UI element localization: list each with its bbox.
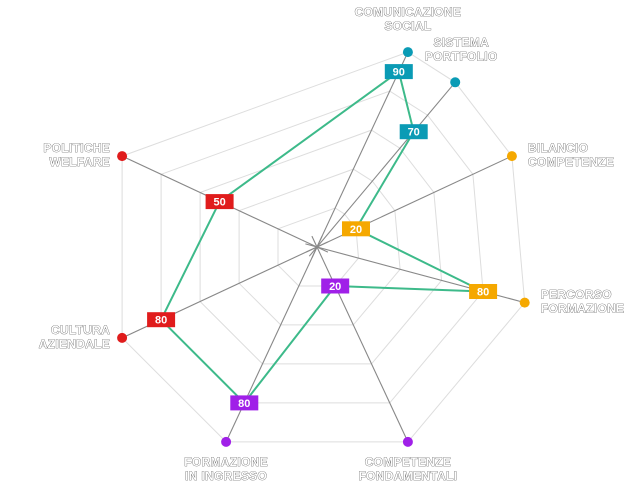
axis-endpoint-7 xyxy=(117,151,128,162)
value-badge-2: 20 xyxy=(342,221,370,237)
axis-endpoints xyxy=(117,47,530,447)
value-label: 80 xyxy=(477,287,489,299)
grid-ring-80 xyxy=(160,90,484,404)
spoke-2 xyxy=(305,155,513,253)
axis-label-line: FONDAMENTALI xyxy=(359,469,458,483)
spoke-0 xyxy=(311,51,409,259)
axis-endpoint-1 xyxy=(450,77,461,88)
axis-label-0: COMUNICAZIONE SOCIAL xyxy=(355,5,462,33)
axis-label-line: SISTEMA xyxy=(433,35,488,49)
axis-label-line: COMPETENZE xyxy=(365,455,451,469)
axis-label-6: CULTURA AZIENDALE xyxy=(39,323,110,351)
spoke-1 xyxy=(308,81,456,257)
value-label: 20 xyxy=(329,281,341,293)
grid-ring-40 xyxy=(238,168,401,326)
value-badge-bg xyxy=(321,278,350,294)
axis-label-4: COMPETENZE FONDAMENTALI xyxy=(359,455,458,483)
axis-label-line: WELFARE xyxy=(49,155,110,169)
axis-endpoint-4 xyxy=(402,436,413,447)
value-label: 80 xyxy=(155,315,167,327)
axis-label-line: FORMAZIONE xyxy=(184,455,268,469)
axis-label-line: PORTFOLIO xyxy=(425,49,498,63)
axis-label-5: FORMAZIONE IN INGRESSO xyxy=(184,455,268,483)
value-badge-6: 80 xyxy=(147,312,176,328)
value-badge-3: 80 xyxy=(469,284,498,299)
axis-label-line: COMPETENZE xyxy=(528,155,614,169)
value-label: 50 xyxy=(213,197,225,209)
value-badge-bg xyxy=(384,64,413,80)
axis-label-line: AZIENDALE xyxy=(39,337,110,351)
value-label: 80 xyxy=(238,398,250,410)
value-labels: 90 70 20 80 20 80 80 50 xyxy=(147,64,498,411)
radar-grid xyxy=(121,51,526,443)
value-label: 20 xyxy=(350,224,362,236)
grid-ring-60 xyxy=(199,129,443,365)
value-badge-0: 90 xyxy=(384,64,413,80)
value-badge-7: 50 xyxy=(205,194,234,210)
radar-spokes xyxy=(121,51,525,443)
axis-label-7: POLITICHE WELFARE xyxy=(43,141,110,169)
axis-endpoint-3 xyxy=(519,297,530,308)
value-badge-1: 70 xyxy=(399,124,428,140)
axis-label-line: SOCIAL xyxy=(384,19,431,33)
value-badge-bg xyxy=(147,312,176,328)
axis-label-line: PERCORSO xyxy=(541,288,612,302)
axis-label-line: FORMAZIONE xyxy=(541,302,625,316)
axis-label-line: COMUNICAZIONE xyxy=(355,5,462,19)
axis-label-line: BILANCIO xyxy=(528,141,588,155)
axis-endpoint-6 xyxy=(117,332,128,343)
value-badge-5: 80 xyxy=(230,395,259,411)
value-badge-bg xyxy=(230,395,259,411)
axis-label-line: CULTURA xyxy=(51,323,110,337)
axis-endpoint-5 xyxy=(221,436,232,447)
value-badge-4: 20 xyxy=(321,278,350,294)
axis-label-line: POLITICHE xyxy=(43,141,110,155)
value-label: 70 xyxy=(408,127,420,139)
axis-label-3: PERCORSO FORMAZIONE xyxy=(541,288,625,316)
axis-label-1: SISTEMA PORTFOLIO xyxy=(425,35,498,63)
grid-ring-100 xyxy=(121,51,526,443)
axis-endpoint-0 xyxy=(402,47,413,58)
value-label: 90 xyxy=(393,67,405,79)
spoke-4 xyxy=(311,235,409,443)
value-badge-bg xyxy=(469,284,498,299)
value-badge-bg xyxy=(342,221,370,237)
axis-label-2: BILANCIO COMPETENZE xyxy=(528,141,614,169)
value-badge-bg xyxy=(399,124,428,140)
value-badge-bg xyxy=(205,194,234,210)
axis-label-line: IN INGRESSO xyxy=(185,469,267,483)
axis-endpoint-2 xyxy=(506,151,517,162)
